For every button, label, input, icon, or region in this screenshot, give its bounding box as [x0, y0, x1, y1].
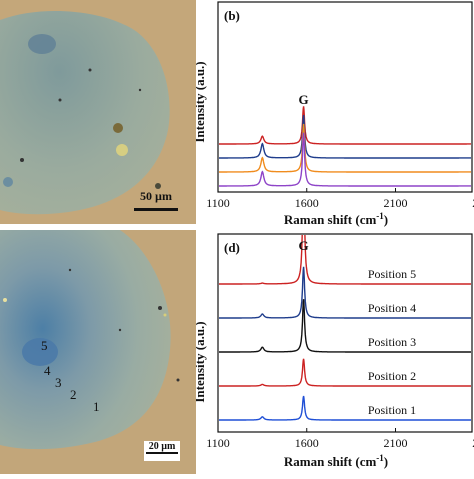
scale-bar-label-top: 50 µm — [140, 189, 172, 203]
x-tick-label: 1100 — [206, 436, 230, 450]
spectrum-line-2 — [219, 266, 471, 319]
graphene-flake-bottom — [0, 230, 171, 450]
x-tick-label: 2100 — [384, 196, 408, 210]
position-marker-3: 3 — [55, 375, 62, 390]
chart-d: Intensity (a.u.) (d) 1100 1600 2100 2600 Po… — [192, 232, 474, 474]
spectrum-line-1 — [219, 106, 471, 145]
spectrum-line-2 — [219, 115, 471, 159]
chart-b-peak-label-g: G — [298, 92, 308, 107]
x-tick-label: 1600 — [295, 436, 319, 450]
position-marker-5: 5 — [41, 338, 48, 353]
graphene-flake — [0, 10, 170, 215]
series-label-1: Position 5 — [368, 267, 416, 281]
series-label-3: Position 3 — [368, 335, 416, 349]
x-tick-label: 1600 — [295, 196, 319, 210]
chart-b-svg: Intensity (a.u.) (b) 1100160021002600 G … — [192, 1, 474, 227]
chart-b-xlabel: Raman shift (cm-1) — [284, 211, 388, 227]
chart-d-xlabel: Raman shift (cm-1) — [284, 453, 388, 469]
x-tick-label: 2100 — [384, 436, 408, 450]
spectrum-line-4 — [219, 132, 471, 187]
micrograph-bottom: 5 4 3 2 1 20 µm — [0, 230, 196, 474]
x-tick-label: 2600 — [472, 196, 474, 210]
spectrum-line-3 — [219, 123, 471, 173]
micrograph-top: 50 µm — [0, 0, 196, 224]
series-label-2: Position 4 — [368, 301, 416, 315]
spectrum-line-4 — [219, 358, 471, 387]
chart-d-svg: Intensity (a.u.) (d) 1100 1600 2100 2600 Po… — [192, 233, 474, 469]
chart-d-peak-label-g: G — [298, 238, 308, 253]
series-label-5: Position 1 — [368, 403, 416, 417]
position-marker-2: 2 — [70, 387, 77, 402]
x-tick-label: 1100 — [206, 196, 230, 210]
chart-b: Intensity (a.u.) (b) 1100160021002600 G … — [192, 0, 474, 232]
position-marker-4: 4 — [44, 363, 51, 378]
spectrum-line-3 — [219, 299, 471, 353]
chart-d-ylabel: Intensity (a.u.) — [196, 321, 207, 402]
chart-b-panel-label: (b) — [224, 8, 240, 23]
scale-bar-label-bottom: 20 µm — [149, 441, 176, 452]
micrograph-top-image: 50 µm — [0, 0, 196, 224]
chart-d-panel-label: (d) — [224, 240, 240, 255]
x-tick-label: 2600 — [472, 436, 474, 450]
chart-b-frame — [217, 1, 473, 193]
chart-b-ylabel: Intensity (a.u.) — [196, 61, 207, 142]
micrograph-bottom-image: 5 4 3 2 1 20 µm — [0, 230, 196, 474]
spectrum-line-1 — [219, 235, 471, 285]
position-marker-1: 1 — [93, 399, 100, 414]
chart-d-frame — [217, 233, 473, 433]
spectrum-line-5 — [219, 395, 471, 421]
series-label-4: Position 2 — [368, 369, 416, 383]
